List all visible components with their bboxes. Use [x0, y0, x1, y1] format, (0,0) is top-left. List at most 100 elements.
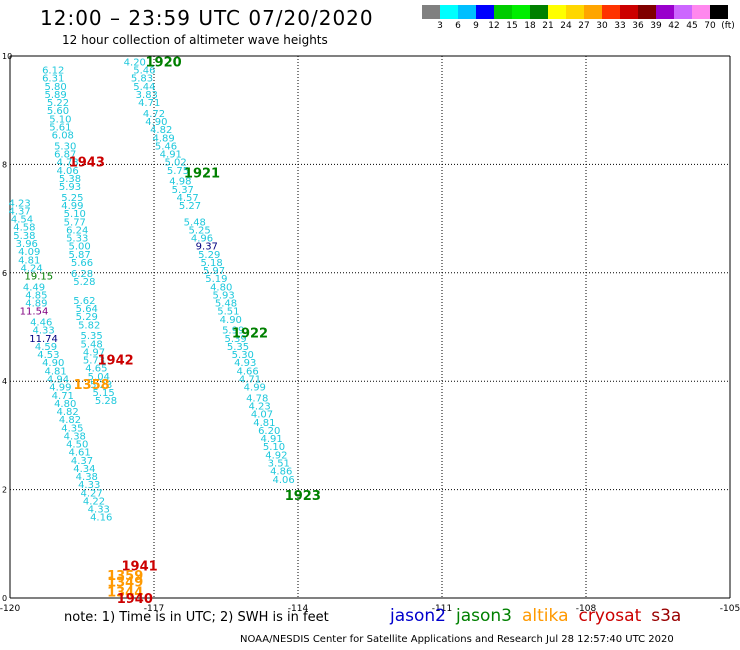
- wave-height-value: 4.49: [23, 282, 45, 293]
- scale-label: 9: [473, 21, 479, 31]
- x-tick-label: -117: [144, 604, 164, 614]
- time-labels: 1920 1943 1921 1922 1942 1358 1923 194113591349…: [69, 55, 321, 607]
- wave-height-value: 5.10: [263, 442, 285, 453]
- wave-height-value: 4.99: [61, 201, 83, 212]
- x-tick-label: -111: [432, 604, 452, 614]
- wave-height-value: 4.33: [78, 480, 100, 491]
- wave-height-value: 6.08: [52, 131, 74, 142]
- scale-label: (ft): [721, 21, 735, 31]
- wave-height-value: 4.22: [83, 496, 105, 507]
- y-tick-label: 0: [2, 594, 7, 603]
- chart-subtitle: 12 hour collection of altimeter wave hei…: [62, 33, 328, 47]
- wave-height-value: 5.46: [155, 141, 177, 152]
- scale-swatch: [440, 5, 458, 19]
- wave-height-value: 4.80: [210, 282, 232, 293]
- wave-height-value: 4.82: [59, 415, 81, 426]
- time-label: 1359: [107, 569, 143, 584]
- wave-height-value: 5.37: [172, 185, 194, 196]
- wave-height-value: 4.53: [37, 350, 59, 361]
- wave-height-value: 5.83: [131, 74, 153, 85]
- wave-height-value: 5.82: [78, 320, 100, 331]
- wave-height-value: 5.60: [47, 106, 69, 117]
- wave-height-value: 5.15: [92, 388, 114, 399]
- wave-height-value: 5.75: [167, 166, 189, 177]
- wave-height-value: 5.10: [64, 209, 86, 220]
- footnote: note: 1) Time is in UTC; 2) SWH is in fe…: [64, 610, 329, 625]
- wave-height-value: 4.97: [83, 347, 105, 358]
- wave-height-value: 4.82: [150, 125, 172, 136]
- grid-lines: [9, 55, 731, 599]
- wave-height-value: 5.18: [200, 258, 222, 269]
- wave-height-value: 5.93: [59, 182, 81, 193]
- wave-height-value: 4.23: [248, 402, 270, 413]
- wave-height-value: 5.48: [184, 217, 206, 228]
- scale-label: 18: [524, 21, 536, 31]
- satellite-label: jason3: [456, 606, 512, 626]
- scale-swatch: [584, 5, 602, 19]
- wave-height-value: 5.30: [54, 141, 76, 152]
- time-label: 1349: [107, 576, 143, 591]
- wave-height-value: 5.29: [76, 312, 98, 323]
- scale-label: 42: [668, 21, 680, 31]
- credit-line: NOAA/NESDIS Center for Satellite Applica…: [240, 634, 674, 645]
- wave-height-value: 4.54: [11, 215, 33, 226]
- scale-label: 30: [596, 21, 608, 31]
- wave-height-value: 5.73: [83, 356, 105, 367]
- wave-height-value: 5.46: [133, 66, 155, 77]
- wave-height-value: 5.39: [224, 334, 246, 345]
- satellite-legend: jason2 jason3 altika cryosat s3a: [390, 606, 691, 626]
- scale-label: 33: [614, 21, 626, 31]
- wave-height-value: 4.73: [56, 158, 78, 169]
- time-label: 1940: [117, 592, 153, 607]
- scale-swatch: [422, 5, 440, 19]
- scale-label: 45: [686, 21, 698, 31]
- wave-height-value: 5.29: [198, 250, 220, 261]
- wave-height-value: 4.20: [124, 57, 146, 68]
- wave-height-value: 5.00: [68, 242, 90, 253]
- wave-height-value: 5.89: [44, 90, 66, 101]
- wave-height-value: 5.64: [76, 304, 98, 315]
- x-tick-label: -105: [720, 604, 740, 614]
- x-tick-label: -120: [0, 604, 20, 614]
- wave-height-value: 4.94: [47, 374, 69, 385]
- wave-height-value: 4.33: [32, 326, 54, 337]
- wave-height-value: 5.28: [73, 277, 95, 288]
- wave-height-value: 5.99: [222, 326, 244, 337]
- wave-height-value: 4.09: [18, 247, 40, 258]
- wave-height-value: 4.58: [13, 223, 35, 234]
- scale-swatch: [476, 5, 494, 19]
- scale-label: 39: [650, 21, 662, 31]
- scale-label: 70: [704, 21, 716, 31]
- wave-height-value: 4.34: [73, 464, 95, 475]
- wave-height-value: 4.38: [76, 472, 98, 483]
- wave-height-value: 4.91: [160, 150, 182, 161]
- y-tick-label: 10: [2, 52, 12, 61]
- wave-height-value: 6.20: [258, 426, 280, 437]
- axis-tick-labels: -120 -117 -114 -111 -108 -105 0 2 4 6 8 10: [0, 52, 740, 614]
- y-tick-label: 8: [2, 160, 7, 169]
- wave-height-value: 4.96: [191, 234, 213, 245]
- scale-swatch: [602, 5, 620, 19]
- wave-height-value: 4.82: [56, 407, 78, 418]
- scale-swatch: [692, 5, 710, 19]
- wave-height-value: 4.89: [25, 299, 47, 310]
- wave-height-value: 5.51: [217, 307, 239, 318]
- wave-height-value: 9.37: [196, 242, 218, 253]
- scale-swatch: [458, 5, 476, 19]
- x-tick-label: -108: [576, 604, 597, 614]
- wave-height-value: 11.54: [20, 307, 49, 318]
- wave-height-value: 5.28: [95, 396, 117, 407]
- wave-height-value: 5.23: [90, 380, 112, 391]
- wave-height-value: 5.44: [133, 82, 155, 93]
- satellite-label: altika: [522, 606, 569, 626]
- wave-height-value: 4.72: [143, 109, 165, 120]
- wave-height-value: 4.91: [260, 434, 282, 445]
- wave-height-value: 4.90: [145, 117, 167, 128]
- wave-height-value: 4.98: [169, 177, 191, 188]
- wave-height-value: 5.38: [13, 231, 35, 242]
- wave-height-value: 5.48: [80, 339, 102, 350]
- scale-label: 3: [437, 21, 443, 31]
- wave-height-value: 5.97: [203, 266, 225, 277]
- time-label: 1920: [146, 55, 182, 70]
